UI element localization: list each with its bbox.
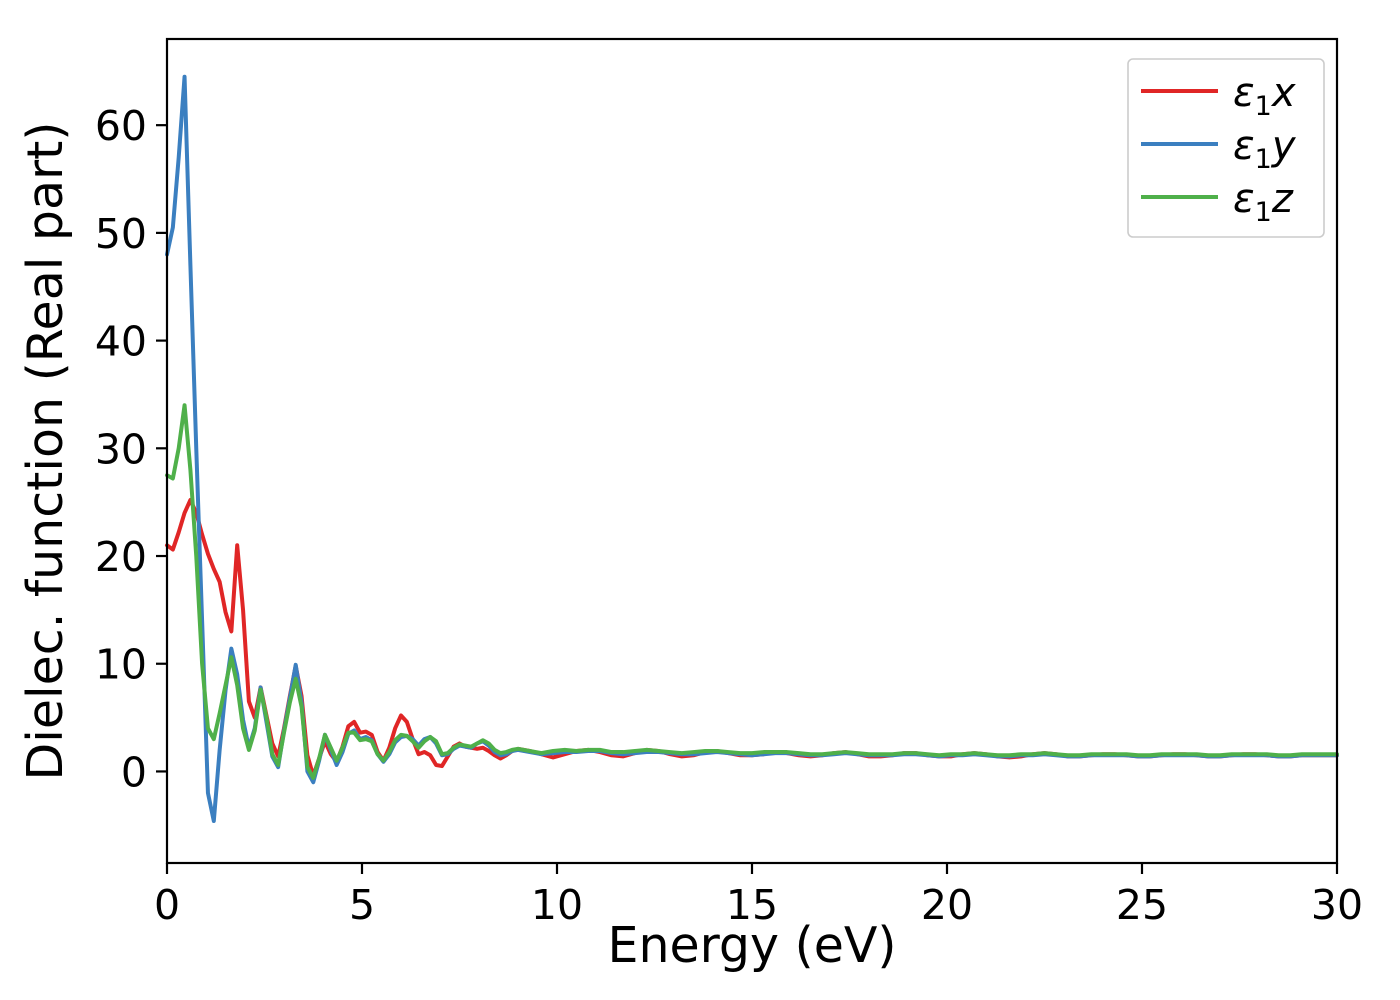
- y-tick-label: 20: [95, 533, 147, 581]
- legend-label-epsilon1z: ε1z: [1233, 176, 1294, 228]
- x-tick-label: 30: [1311, 881, 1363, 929]
- x-tick-label: 20: [921, 881, 973, 929]
- x-tick-label: 15: [726, 881, 778, 929]
- y-axis-title: Dielec. function (Real part): [17, 121, 74, 780]
- y-tick-label: 50: [95, 210, 147, 258]
- y-tick-label: 40: [95, 318, 147, 366]
- legend-label-epsilon1x: ε1x: [1233, 70, 1296, 122]
- y-axis-ticks: 0 10 20 30 40 50 60: [95, 102, 167, 796]
- y-tick-label: 10: [95, 641, 147, 689]
- x-axis-title: Energy (eV): [607, 917, 896, 974]
- series-layer: [165, 74, 1339, 823]
- x-tick-label: 5: [349, 881, 375, 929]
- y-tick-label: 30: [95, 425, 147, 473]
- x-axis-ticks: 0 5 10 15 20 25 30: [154, 863, 1363, 929]
- legend-label-epsilon1y: ε1y: [1233, 123, 1297, 175]
- y-tick-label: 60: [95, 102, 147, 150]
- x-tick-label: 10: [531, 881, 583, 929]
- x-tick-label: 25: [1116, 881, 1168, 929]
- y-tick-label: 0: [121, 748, 147, 796]
- legend-box: [1127, 58, 1325, 238]
- series-line-epsilon1z: [165, 403, 1339, 780]
- x-tick-label: 0: [154, 881, 180, 929]
